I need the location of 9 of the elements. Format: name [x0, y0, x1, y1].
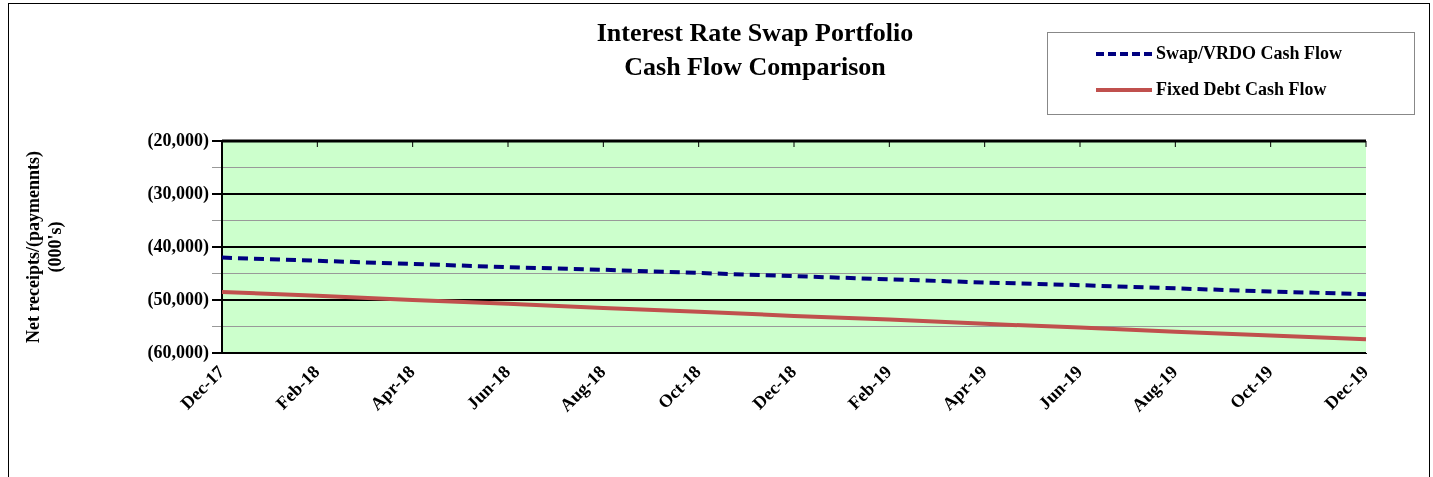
y-tick-label: (40,000) [147, 235, 209, 257]
y-tick-label: (60,000) [147, 341, 209, 363]
chart-title: Interest Rate Swap Portfolio Cash Flow Comparison [595, 17, 915, 83]
y-tick-label: (20,000) [147, 129, 209, 151]
legend-label: Fixed Debt Cash Flow [1156, 79, 1327, 100]
y-tick-label: (50,000) [147, 288, 209, 310]
y-axis-title: Net receipts/(paymennts) (000's) [23, 150, 67, 344]
legend-label: Swap/VRDO Cash Flow [1156, 43, 1343, 64]
y-tick-label: (30,000) [147, 182, 209, 204]
